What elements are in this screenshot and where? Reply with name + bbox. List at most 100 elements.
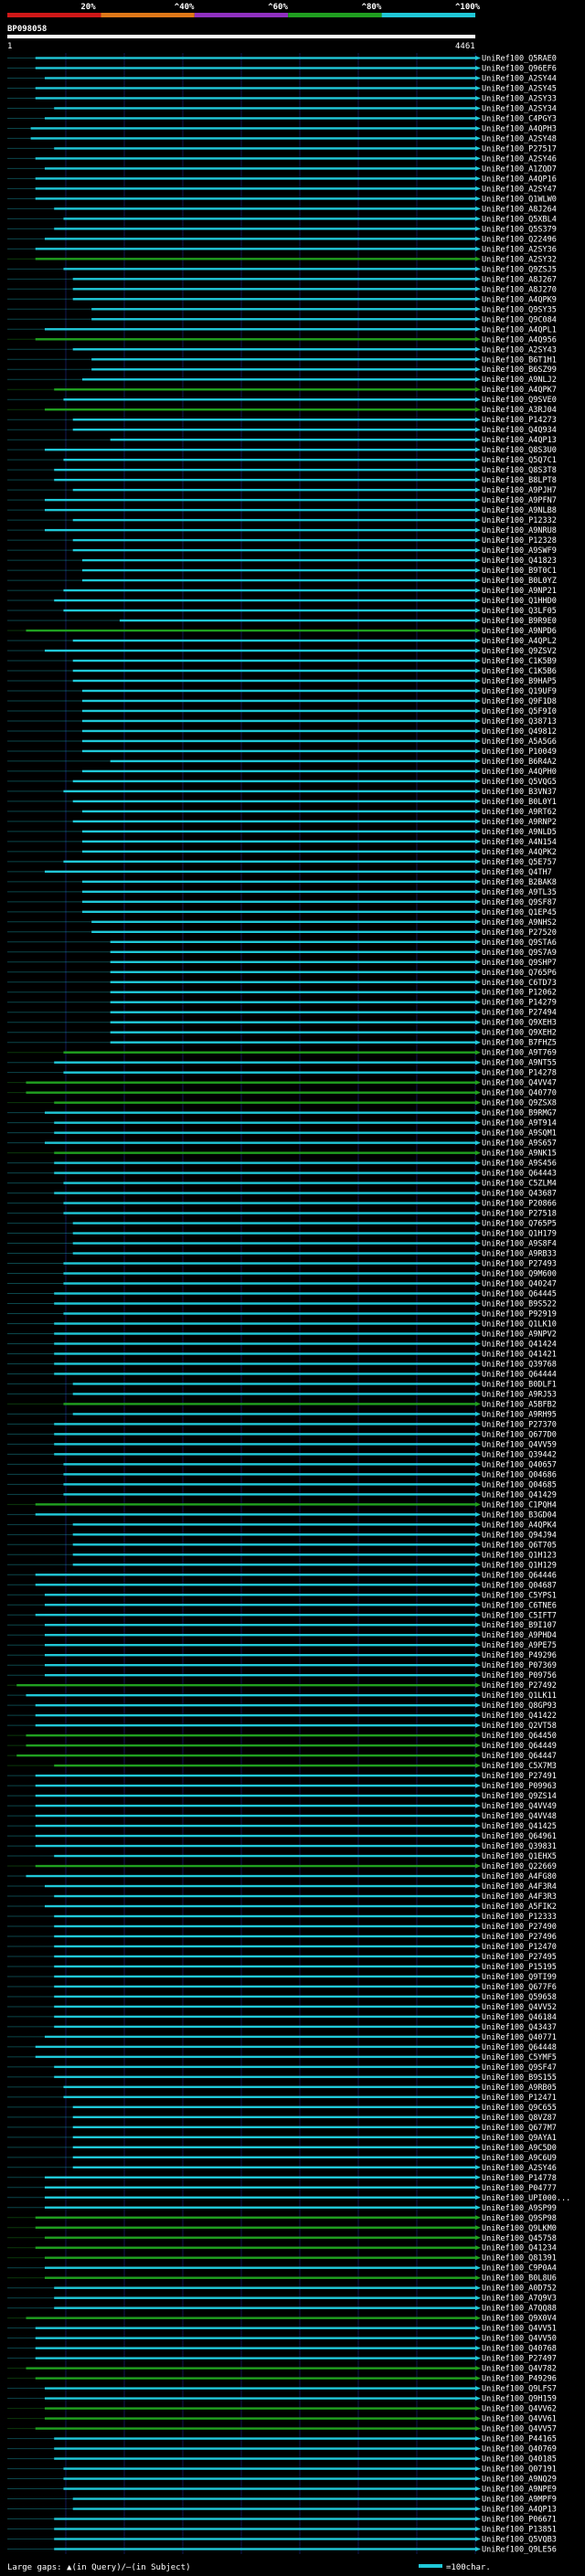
- hit-accession[interactable]: UniRef100_Q4VV48: [482, 1812, 557, 1821]
- hit-accession[interactable]: UniRef100_Q4VV47: [482, 1079, 557, 1088]
- hit-accession[interactable]: UniRef100_Q4VV52: [482, 2003, 557, 2012]
- hit-accession[interactable]: UniRef100_A9SP99: [482, 2204, 557, 2213]
- hit-accession[interactable]: UniRef100_Q94J94: [482, 1531, 557, 1540]
- hit-accession[interactable]: UniRef100_A3RJ04: [482, 406, 557, 415]
- hit-accession[interactable]: UniRef100_B9S155: [482, 2073, 557, 2083]
- hit-accession[interactable]: UniRef100_Q43687: [482, 1190, 557, 1199]
- hit-accession[interactable]: UniRef100_B9R9E0: [482, 617, 557, 626]
- hit-accession[interactable]: UniRef100_Q9F1D8: [482, 697, 557, 706]
- hit-accession[interactable]: UniRef100_Q677M7: [482, 2124, 557, 2133]
- hit-accession[interactable]: UniRef100_A2SY34: [482, 104, 557, 113]
- hit-accession[interactable]: UniRef100_Q1EHX5: [482, 1852, 557, 1861]
- hit-accession[interactable]: UniRef100_Q9STA6: [482, 938, 557, 948]
- hit-accession[interactable]: UniRef100_A2SY46: [482, 2164, 557, 2173]
- hit-accession[interactable]: UniRef100_Q64446: [482, 1571, 557, 1580]
- hit-accession[interactable]: UniRef100_Q8VZ87: [482, 2114, 557, 2123]
- hit-accession[interactable]: UniRef100_Q9ZSV2: [482, 647, 557, 656]
- hit-accession[interactable]: UniRef100_Q41421: [482, 1350, 557, 1359]
- hit-accession[interactable]: UniRef100_Q4VV62: [482, 2405, 557, 2414]
- hit-accession[interactable]: UniRef100_Q4VV50: [482, 2335, 557, 2344]
- hit-accession[interactable]: UniRef100_A4QPK4: [482, 1521, 557, 1530]
- hit-accession[interactable]: UniRef100_Q1H129: [482, 1561, 557, 1570]
- hit-accession[interactable]: UniRef100_Q9M600: [482, 1270, 557, 1279]
- hit-accession[interactable]: UniRef100_A5FIK2: [482, 1903, 557, 1912]
- hit-accession[interactable]: UniRef100_Q5Q7C1: [482, 456, 557, 465]
- hit-accession[interactable]: UniRef100_Q9XEH3: [482, 1019, 557, 1028]
- hit-accession[interactable]: UniRef100_B2BAK8: [482, 878, 557, 887]
- hit-accession[interactable]: UniRef100_A4FG80: [482, 1872, 557, 1882]
- hit-accession[interactable]: UniRef100_A4QP13: [482, 436, 557, 445]
- hit-accession[interactable]: UniRef100_A9RB33: [482, 1250, 557, 1259]
- hit-accession[interactable]: UniRef100_B7FHZ5: [482, 1039, 557, 1048]
- hit-accession[interactable]: UniRef100_Q5F9I0: [482, 707, 557, 716]
- hit-accession[interactable]: UniRef100_Q8S3U0: [482, 446, 557, 455]
- hit-accession[interactable]: UniRef100_P27497: [482, 2355, 557, 2364]
- hit-accession[interactable]: UniRef100_Q9XEH2: [482, 1029, 557, 1038]
- hit-accession[interactable]: UniRef100_Q9LFS7: [482, 2385, 557, 2394]
- hit-accession[interactable]: UniRef100_C9P0A4: [482, 2264, 557, 2274]
- hit-accession[interactable]: UniRef100_A9NQ29: [482, 2475, 557, 2485]
- hit-accession[interactable]: UniRef100_A4QPL1: [482, 325, 557, 334]
- hit-accession[interactable]: UniRef100_P14273: [482, 416, 557, 425]
- hit-accession[interactable]: UniRef100_A8J270: [482, 285, 557, 294]
- hit-accession[interactable]: UniRef100_Q40770: [482, 1089, 557, 1098]
- hit-accession[interactable]: UniRef100_P14778: [482, 2174, 557, 2183]
- hit-accession[interactable]: UniRef100_A9NLJ2: [482, 376, 557, 385]
- hit-accession[interactable]: UniRef100_B0L0YZ: [482, 577, 557, 586]
- hit-accession[interactable]: UniRef100_P92919: [482, 1309, 557, 1319]
- hit-accession[interactable]: UniRef100_A2SY48: [482, 134, 557, 143]
- hit-accession[interactable]: UniRef100_P12332: [482, 516, 557, 525]
- hit-accession[interactable]: UniRef100_A1ZQD7: [482, 164, 557, 174]
- hit-accession[interactable]: UniRef100_Q22669: [482, 1862, 557, 1871]
- hit-accession[interactable]: UniRef100_Q4VV51: [482, 2325, 557, 2334]
- hit-accession[interactable]: UniRef100_B0L8U6: [482, 2274, 557, 2284]
- hit-accession[interactable]: UniRef100_B6SZ99: [482, 366, 557, 375]
- hit-accession[interactable]: UniRef100_A7QQ88: [482, 2305, 557, 2314]
- hit-accession[interactable]: UniRef100_Q40657: [482, 1460, 557, 1469]
- hit-accession[interactable]: UniRef100_Q43437: [482, 2023, 557, 2032]
- hit-accession[interactable]: UniRef100_A4QPK7: [482, 386, 557, 395]
- hit-accession[interactable]: UniRef100_Q59658: [482, 1993, 557, 2002]
- hit-accession[interactable]: UniRef100_A9NPV2: [482, 1330, 557, 1339]
- hit-accession[interactable]: UniRef100_Q4VV57: [482, 2425, 557, 2434]
- hit-accession[interactable]: UniRef100_A9MPF9: [482, 2496, 557, 2505]
- hit-accession[interactable]: UniRef100_A2SY47: [482, 185, 557, 194]
- hit-accession[interactable]: UniRef100_Q3LF05: [482, 607, 557, 616]
- hit-accession[interactable]: UniRef100_Q4VV59: [482, 1440, 557, 1449]
- hit-accession[interactable]: UniRef100_C5YMF5: [482, 2053, 557, 2062]
- hit-accession[interactable]: UniRef100_Q5VQB3: [482, 2536, 557, 2545]
- hit-accession[interactable]: UniRef100_Q07191: [482, 2465, 557, 2475]
- hit-accession[interactable]: UniRef100_Q765P5: [482, 1220, 557, 1229]
- hit-accession[interactable]: UniRef100_Q1H179: [482, 1230, 557, 1239]
- hit-accession[interactable]: UniRef100_P04777: [482, 2184, 557, 2193]
- hit-accession[interactable]: UniRef100_Q677D0: [482, 1430, 557, 1439]
- hit-accession[interactable]: UniRef100_A9T914: [482, 1119, 557, 1129]
- hit-accession[interactable]: UniRef100_P07369: [482, 1661, 557, 1670]
- hit-accession[interactable]: UniRef100_Q5S379: [482, 225, 557, 234]
- hit-accession[interactable]: UniRef100_Q1WLW0: [482, 195, 557, 204]
- hit-accession[interactable]: UniRef100_Q39442: [482, 1450, 557, 1459]
- hit-accession[interactable]: UniRef100_P14278: [482, 1069, 557, 1078]
- hit-accession[interactable]: UniRef100_B6T1H1: [482, 355, 557, 365]
- hit-accession[interactable]: UniRef100_P15195: [482, 1963, 557, 1972]
- hit-accession[interactable]: UniRef100_A9PJH7: [482, 486, 557, 495]
- hit-accession[interactable]: UniRef100_A2SY46: [482, 154, 557, 164]
- hit-accession[interactable]: UniRef100_A9NPE9: [482, 2486, 557, 2495]
- hit-accession[interactable]: UniRef100_P27518: [482, 1210, 557, 1219]
- hit-accession[interactable]: UniRef100_P14279: [482, 999, 557, 1008]
- hit-accession[interactable]: UniRef100_A4QPK2: [482, 848, 557, 857]
- hit-accession[interactable]: UniRef100_Q40768: [482, 2345, 557, 2354]
- hit-accession[interactable]: UniRef100_Q41234: [482, 2244, 557, 2253]
- hit-accession[interactable]: UniRef100_Q1LK11: [482, 1691, 557, 1701]
- hit-accession[interactable]: UniRef100_P10049: [482, 747, 557, 757]
- hit-accession[interactable]: UniRef100_P49296: [482, 2375, 557, 2384]
- hit-accession[interactable]: UniRef100_A4Q956: [482, 335, 557, 345]
- hit-accession[interactable]: UniRef100_A2SY32: [482, 255, 557, 264]
- hit-accession[interactable]: UniRef100_P27492: [482, 1681, 557, 1691]
- hit-accession[interactable]: UniRef100_Q39831: [482, 1842, 557, 1851]
- hit-accession[interactable]: UniRef100_Q81391: [482, 2254, 557, 2263]
- hit-accession[interactable]: UniRef100_Q1HHD0: [482, 597, 557, 606]
- hit-accession[interactable]: UniRef100_Q96EF6: [482, 64, 557, 73]
- hit-accession[interactable]: UniRef100_A9NLB8: [482, 506, 557, 515]
- hit-accession[interactable]: UniRef100_Q04686: [482, 1470, 557, 1479]
